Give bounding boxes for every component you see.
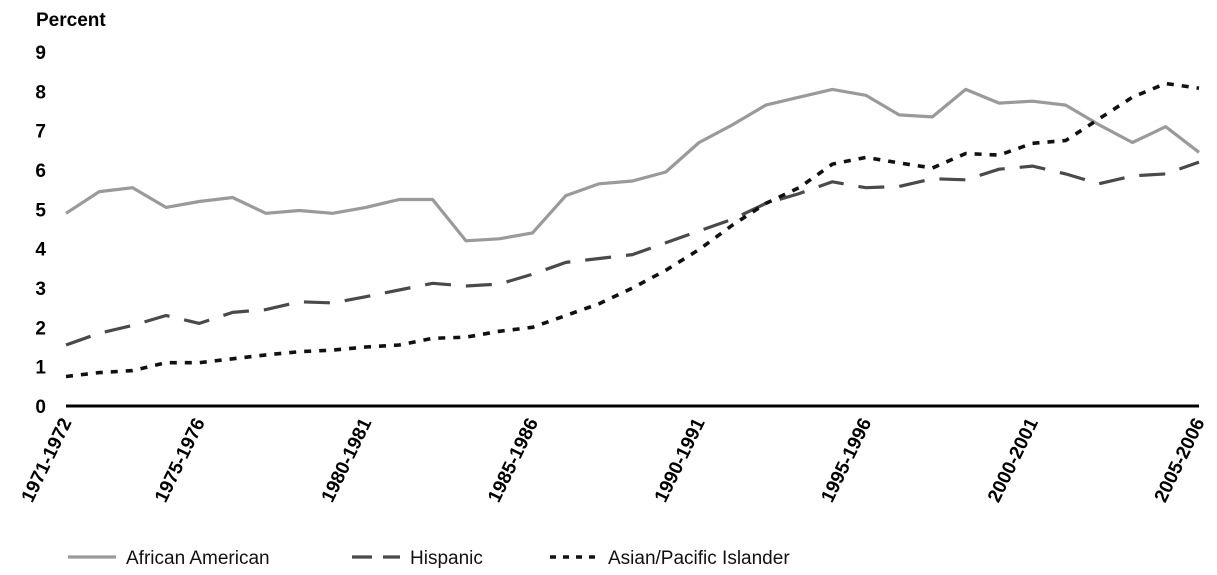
y-tick-label: 3 <box>35 279 46 300</box>
x-tick-label: 2005-2006 <box>1151 415 1210 506</box>
y-tick-labels: 0 1 2 3 4 5 6 7 8 9 <box>35 43 46 418</box>
legend-label: Asian/Pacific Islander <box>608 548 790 569</box>
y-tick-label: 2 <box>35 318 46 339</box>
y-axis-label: Percent <box>36 10 106 31</box>
x-tick-label: 1990-1991 <box>651 415 710 506</box>
x-tick-labels: 1971-1972 1975-1976 1980-1981 1985-1986 1990… <box>18 415 1210 506</box>
y-tick-label: 0 <box>35 397 46 418</box>
x-tick-label: 1975-1976 <box>151 415 210 506</box>
x-tick-label: 1985-1986 <box>484 415 543 506</box>
y-tick-label: 6 <box>35 161 46 182</box>
y-tick-label: 5 <box>35 200 46 221</box>
legend-label: Hispanic <box>410 548 483 569</box>
legend: African American Hispanic Asian/Pacific Is… <box>68 548 790 569</box>
series-lines <box>65 81 1200 379</box>
series-line-asian-pacific-islander <box>65 81 1200 379</box>
series-line-hispanic <box>65 160 1200 347</box>
x-tick-label: 2000-2001 <box>984 415 1043 506</box>
y-tick-label: 9 <box>35 43 46 64</box>
series-line-african-american <box>65 87 1200 243</box>
x-tick-label: 1971-1972 <box>18 415 77 506</box>
legend-label: African American <box>126 548 270 569</box>
y-tick-label: 1 <box>35 358 46 379</box>
x-tick-label: 1980-1981 <box>318 415 377 506</box>
y-tick-label: 4 <box>35 240 46 261</box>
y-tick-label: 7 <box>35 122 46 143</box>
y-tick-label: 8 <box>35 82 46 103</box>
x-tick-label: 1995-1996 <box>818 415 877 506</box>
